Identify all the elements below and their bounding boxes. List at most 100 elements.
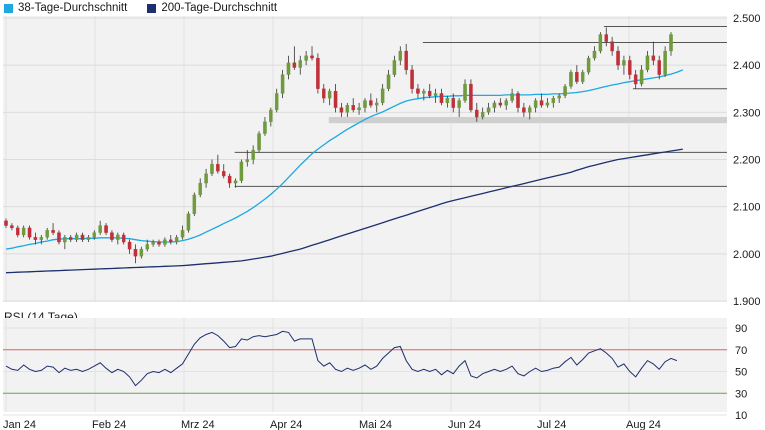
candle-body <box>121 234 126 243</box>
candle-body <box>198 182 202 196</box>
candle-body <box>398 50 403 61</box>
support-zone <box>328 117 727 124</box>
price-tick-label: 2.400 <box>733 60 761 72</box>
candle-body <box>486 107 491 113</box>
candle-body <box>345 105 350 113</box>
ma200-line <box>5 148 683 274</box>
candle-body <box>604 34 609 42</box>
candle-body <box>669 34 673 52</box>
candle-body <box>210 164 214 174</box>
candle-body <box>569 72 573 87</box>
candle-body <box>480 112 485 118</box>
candle-body <box>180 230 185 238</box>
candle-body <box>27 227 32 238</box>
candle-body <box>451 98 456 108</box>
candle-body <box>322 88 326 99</box>
candle-body <box>74 234 79 240</box>
candle-body <box>98 225 102 233</box>
candle-body <box>639 69 644 85</box>
candle-body <box>186 213 191 231</box>
candle-body <box>227 175 232 184</box>
x-tick-label: Apr 24 <box>270 419 302 430</box>
candle-body <box>657 60 661 75</box>
candle-body <box>580 72 585 82</box>
candle-body <box>363 100 367 108</box>
candle-body <box>592 50 597 59</box>
candle-body <box>33 237 38 240</box>
candle-body <box>498 102 503 106</box>
candle-body <box>310 55 314 59</box>
candle-body <box>333 90 338 108</box>
price-tick-label: 2.000 <box>733 249 761 261</box>
candle-body <box>610 41 614 52</box>
candle-body <box>21 227 26 236</box>
candle-body <box>133 248 138 257</box>
candle-body <box>357 107 361 111</box>
candle-body <box>63 237 67 243</box>
legend-label-ma38: 38-Tage-Durchschnitt <box>18 2 128 14</box>
candle-body <box>351 105 355 111</box>
candle-body <box>192 194 197 214</box>
candle-body <box>510 93 514 101</box>
candle-body <box>628 60 632 75</box>
candle-body <box>233 180 238 184</box>
candle-body <box>369 100 373 106</box>
rsi-line <box>5 330 678 387</box>
candle-body <box>380 88 385 104</box>
candle-body <box>645 55 650 71</box>
candle-body <box>139 248 144 257</box>
x-tick-label: Jul 24 <box>537 419 566 430</box>
candle-body <box>286 62 291 75</box>
candle-body <box>375 102 379 106</box>
candle-body <box>86 237 91 240</box>
candle-body <box>445 98 450 104</box>
candle-body <box>174 237 179 243</box>
candle-body <box>651 55 656 61</box>
candle-body <box>575 72 579 82</box>
legend-item-ma200: 200-Tage-Durchschnitt <box>147 2 277 14</box>
candle-body <box>80 234 85 240</box>
candle-body <box>280 74 285 94</box>
x-axis: Jan 24 Feb 24 Mrz 24 Apr 24 Mai 24 Jun 24 Jul … <box>3 419 661 430</box>
legend-item-ma38: 38-Tage-Durchschnitt <box>4 2 127 14</box>
candle-body <box>127 241 132 250</box>
rsi-tick-label: 50 <box>735 367 747 379</box>
candle-body <box>274 93 279 111</box>
candle-body <box>545 102 550 106</box>
price-tick-label: 1.900 <box>733 296 761 308</box>
x-tick-label: Aug 24 <box>626 419 661 430</box>
candle-body <box>598 34 603 52</box>
x-tick-label: Mai 24 <box>359 419 392 430</box>
candle-body <box>463 83 467 101</box>
candle-body <box>251 149 255 160</box>
candle-body <box>492 102 497 108</box>
candle-body <box>563 86 567 96</box>
candle-body <box>475 109 479 118</box>
price-tick-label: 2.300 <box>733 107 761 119</box>
candle-body <box>257 133 261 151</box>
candle-body <box>204 173 208 184</box>
price-tick-label: 2.100 <box>733 202 761 214</box>
candle-body <box>10 225 14 229</box>
candle-body <box>157 241 161 245</box>
rsi-tick-label: 30 <box>735 388 747 400</box>
x-tick-label: Jun 24 <box>448 419 481 430</box>
candle-body <box>169 239 173 243</box>
candle-body <box>221 171 226 177</box>
candle-body <box>633 74 638 85</box>
candle-body <box>4 220 8 226</box>
candle-body <box>316 57 320 89</box>
candle-body <box>663 50 667 75</box>
candle-body <box>269 109 273 122</box>
candle-body <box>151 241 155 245</box>
candle-body <box>551 98 556 104</box>
price-panel: 1.900 2.000 2.100 2.200 2.300 2.400 2.500 <box>3 13 761 308</box>
candle-body <box>469 83 473 111</box>
candle-body <box>239 161 244 181</box>
candle-body <box>586 57 591 73</box>
candle-body <box>110 232 114 240</box>
x-tick-label: Mrz 24 <box>181 419 215 430</box>
candle-body <box>216 164 220 172</box>
legend-label-ma200: 200-Tage-Durchschnitt <box>161 2 278 14</box>
rsi-tick-label: 70 <box>735 345 747 357</box>
